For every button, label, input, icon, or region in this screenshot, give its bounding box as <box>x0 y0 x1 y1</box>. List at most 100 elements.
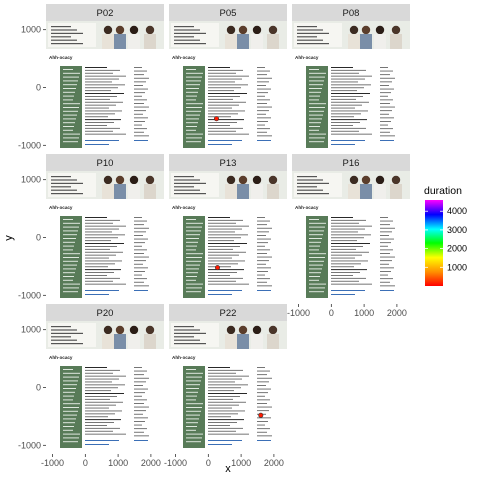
main-text-line <box>208 122 237 123</box>
main-text-line <box>85 283 126 285</box>
sidebar-text-line <box>186 395 197 397</box>
person-head <box>115 175 125 185</box>
main-text-line <box>85 251 123 253</box>
y-tick-label: 0 <box>36 383 41 393</box>
sidebar-text-line <box>186 260 201 262</box>
sidebar-text-line <box>309 234 323 236</box>
person-head <box>391 25 401 35</box>
main-text-line <box>85 269 121 271</box>
person-head <box>103 325 113 335</box>
sidebar-text-line <box>186 426 197 427</box>
main-text-line <box>85 75 126 77</box>
right-text-line <box>257 278 270 280</box>
main-text-line <box>85 243 124 244</box>
main-text-line <box>208 127 243 129</box>
sidebar-text-line <box>186 391 198 393</box>
sidebar-text-line <box>186 110 201 112</box>
sidebar-text-line <box>309 272 321 274</box>
main-link-line <box>85 444 109 445</box>
sidebar-text-line <box>186 230 201 232</box>
sidebar-text-line <box>63 395 74 397</box>
right-text-line <box>134 249 147 251</box>
sidebar-text-line <box>63 230 78 232</box>
main-text-line <box>85 96 117 97</box>
banner-text-line <box>174 26 194 28</box>
main-text-line <box>85 110 122 112</box>
sidebar-text-line <box>63 264 77 266</box>
person-head <box>252 325 262 335</box>
main-text-line <box>208 119 244 121</box>
right-link-line <box>380 290 394 291</box>
main-text-line <box>85 266 108 268</box>
right-link-line <box>134 440 148 441</box>
main-text-line <box>331 93 370 94</box>
main-text-line <box>85 127 120 129</box>
main-text-line <box>85 93 124 94</box>
right-text-line <box>257 231 269 233</box>
panel-p20: P20 Ahh·ocacy <box>46 304 164 448</box>
main-text-line <box>85 398 110 400</box>
right-text-line <box>257 217 265 218</box>
sidebar-text-line <box>186 441 201 443</box>
right-text-line <box>380 77 395 79</box>
main-text-line <box>331 87 364 89</box>
right-text-line <box>134 399 147 401</box>
person-head <box>145 325 155 335</box>
right-text-line <box>380 103 390 104</box>
sidebar-text-line <box>309 126 320 127</box>
person-body <box>374 184 386 199</box>
main-text-line <box>85 87 118 89</box>
sidebar-text-line <box>309 257 325 258</box>
right-text-line <box>257 88 271 90</box>
sidebar-text-line <box>63 245 74 247</box>
main-text-line <box>85 375 126 377</box>
main-text-line <box>208 243 247 244</box>
main-text-line <box>331 266 354 268</box>
right-text-line <box>134 117 148 119</box>
sidebar-text-line <box>63 122 75 124</box>
right-text-line <box>257 392 268 394</box>
right-text-line <box>257 70 270 72</box>
right-text-line <box>380 128 393 130</box>
sidebar-text-line <box>63 429 73 431</box>
main-link-line <box>85 294 109 295</box>
person-head <box>268 175 278 185</box>
x-tick-label: 1000 <box>231 458 251 468</box>
logo-text: Ahh·ocacy <box>49 205 73 210</box>
sidebar-text-line <box>309 118 322 120</box>
x-axis-title: x <box>225 463 231 475</box>
facet-strip-label: P02 <box>97 8 114 19</box>
right-text-line <box>134 395 142 397</box>
main-text-line <box>208 98 233 100</box>
right-text-line <box>257 377 272 379</box>
right-text-line <box>380 220 393 222</box>
main-text-line <box>208 69 243 71</box>
person-head <box>268 325 278 335</box>
main-text-line <box>208 104 239 106</box>
right-text-line <box>134 110 146 112</box>
person-head <box>349 25 359 35</box>
main-text-line <box>208 87 241 89</box>
sidebar-text-line <box>186 253 203 255</box>
sidebar-text-line <box>63 234 77 236</box>
sidebar-text-line <box>309 276 320 277</box>
y-tick-label: -1000 <box>18 440 41 450</box>
facet-strip <box>169 4 287 21</box>
main-text-line <box>331 263 361 265</box>
sidebar-text-line <box>63 283 80 285</box>
main-text-line <box>85 133 126 135</box>
facet-strip-label: P08 <box>343 8 360 19</box>
right-text-line <box>134 374 144 376</box>
right-text-line <box>380 217 388 218</box>
sidebar-text-line <box>63 437 79 439</box>
main-text-line <box>208 410 245 412</box>
right-text-line <box>257 95 265 97</box>
sidebar-text-line <box>186 126 197 127</box>
sidebar-text-line <box>186 241 198 243</box>
main-text-line <box>331 122 360 123</box>
legend-tick-label: 3000 <box>447 225 467 235</box>
sidebar-text-line <box>186 403 203 405</box>
main-link-line <box>208 140 242 141</box>
sidebar-text-line <box>186 388 199 389</box>
main-text-line <box>85 67 107 68</box>
